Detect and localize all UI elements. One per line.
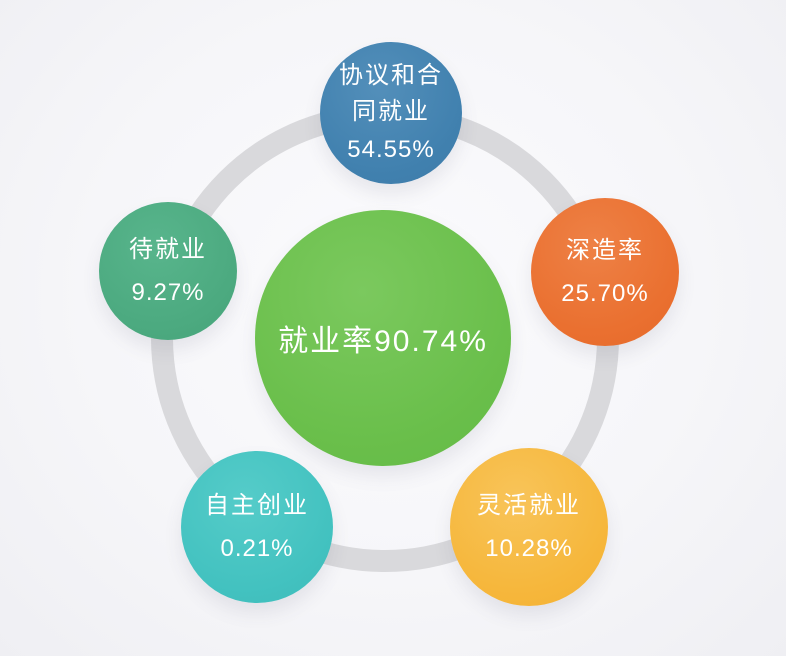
- node-label-line2: 同就业: [352, 98, 430, 125]
- node-further-study-rate: 深造率 25.70%: [531, 198, 679, 346]
- node-value: 25.70%: [561, 279, 649, 307]
- node-awaiting-employment: 待就业 9.27%: [99, 202, 237, 340]
- node-label-line1: 协议和合: [339, 62, 443, 89]
- node-label: 深造率: [566, 236, 644, 264]
- node-value: 54.55%: [347, 136, 435, 163]
- node-label: 待就业: [129, 235, 207, 263]
- node-flexible-employment: 灵活就业 10.28%: [450, 448, 608, 606]
- node-employment-rate: 就业率90.74%: [255, 210, 511, 466]
- node-value: 0.21%: [220, 534, 294, 562]
- node-value: 10.28%: [485, 534, 573, 562]
- node-label: 自主创业: [205, 491, 309, 519]
- center-label: 就业率90.74%: [278, 325, 488, 358]
- node-agreement-contract-employment: 协议和合 同就业 54.55%: [320, 42, 462, 184]
- node-label: 灵活就业: [477, 491, 581, 519]
- node-value: 9.27%: [131, 278, 205, 306]
- node-self-employment: 自主创业 0.21%: [181, 451, 333, 603]
